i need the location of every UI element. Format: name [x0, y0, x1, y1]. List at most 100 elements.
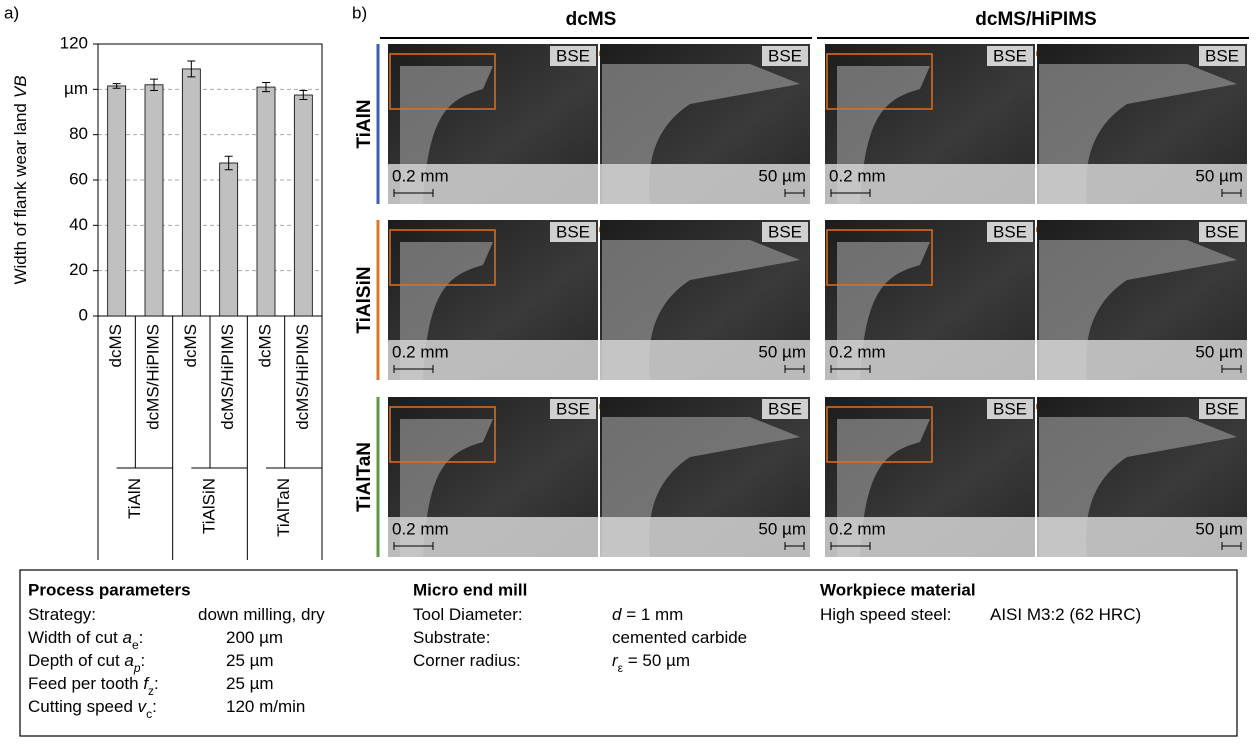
- row-label: TiAlN: [354, 99, 375, 148]
- detector-label: BSE: [993, 399, 1027, 418]
- section-title: Workpiece material: [820, 580, 976, 599]
- text-run: :: [152, 697, 157, 716]
- detector-label: BSE: [993, 222, 1027, 241]
- x-tick-label: dcMS/HiPIMS: [143, 324, 162, 430]
- detector-label: BSE: [556, 222, 590, 241]
- text-run: Depth of cut: [28, 651, 124, 670]
- text-run: a: [122, 628, 131, 647]
- text-run: Tool Diameter:: [413, 605, 523, 624]
- text-run: High speed steel:: [820, 605, 951, 624]
- y-tick-label: 20: [69, 260, 88, 279]
- text-run: = 50 µm: [623, 651, 690, 670]
- y-tick-label: 120: [60, 33, 88, 52]
- parameter-label: Substrate:: [413, 628, 491, 647]
- parameter-value: 120 m/min: [226, 697, 305, 716]
- figure: a) 0 20 40 60 80 µm 120 Width of flank wear lan…: [0, 0, 1257, 744]
- scale-label: 0.2 mm: [392, 342, 449, 361]
- scale-label: 50 µm: [1195, 342, 1243, 361]
- detector-label: BSE: [556, 46, 590, 65]
- parameter-label: Feed per tooth fz:: [28, 674, 159, 698]
- text-run: 200 µm: [226, 628, 283, 647]
- parameter-label: Strategy:: [28, 605, 96, 624]
- y-tick-label: 60: [69, 169, 88, 188]
- text-run: = 1 mm: [621, 605, 683, 624]
- detector-label: BSE: [1205, 399, 1239, 418]
- scale-label: 0.2 mm: [392, 166, 449, 185]
- y-axis-label-text: Width of flank wear land: [11, 103, 30, 284]
- y-tick-label: 80: [69, 124, 88, 143]
- bar: [220, 163, 238, 316]
- group-label: TiAlN: [125, 478, 144, 519]
- x-tick-label: dcMS/HiPIMS: [218, 324, 237, 430]
- text-run: AISI M3:2 (62 HRC): [990, 605, 1141, 624]
- parameter-value: 25 µm: [226, 651, 274, 670]
- parameter-label: Depth of cut ap:: [28, 651, 145, 675]
- parameter-value: 25 µm: [226, 674, 274, 693]
- text-run: down milling, dry: [198, 605, 325, 624]
- parameter-value: down milling, dry: [198, 605, 325, 624]
- group-label: TiAlSiN: [199, 478, 218, 534]
- detector-label: BSE: [993, 46, 1027, 65]
- detector-label: BSE: [1205, 222, 1239, 241]
- text-run: Corner radius:: [413, 651, 521, 670]
- x-tick-label: dcMS/HiPIMS: [293, 324, 312, 430]
- x-tick-label: dcMS: [106, 324, 125, 367]
- text-run: cemented carbide: [612, 628, 747, 647]
- parameter-value: cemented carbide: [612, 628, 747, 647]
- scale-label: 50 µm: [758, 519, 806, 538]
- parameter-value: AISI M3:2 (62 HRC): [990, 605, 1141, 624]
- parameter-value: rε = 50 µm: [612, 651, 690, 675]
- text-run: Cutting speed: [28, 697, 138, 716]
- parameter-label: Tool Diameter:: [413, 605, 523, 624]
- text-run: a: [124, 651, 133, 670]
- text-run: 25 µm: [226, 651, 274, 670]
- y-axis-label: Width of flank wear land VB: [11, 75, 30, 284]
- bar: [257, 87, 275, 316]
- parameter-label: Corner radius:: [413, 651, 521, 670]
- parameter-value: 200 µm: [226, 628, 283, 647]
- section-title: Micro end mill: [413, 580, 527, 599]
- scale-label: 0.2 mm: [829, 342, 886, 361]
- text-run: :: [139, 628, 144, 647]
- column-header: dcMS: [566, 9, 617, 30]
- detector-label: BSE: [1205, 46, 1239, 65]
- text-run: Feed per tooth: [28, 674, 143, 693]
- text-run: 120 m/min: [226, 697, 305, 716]
- text-run: :: [154, 674, 159, 693]
- detector-label: BSE: [768, 46, 802, 65]
- y-axis-label-symbol: VB: [11, 75, 30, 98]
- text-run: Strategy:: [28, 605, 96, 624]
- scale-label: 0.2 mm: [392, 519, 449, 538]
- bar: [182, 69, 200, 316]
- x-tick-label: dcMS: [255, 324, 274, 367]
- bar: [108, 86, 126, 316]
- text-run: :: [141, 651, 146, 670]
- scale-label: 50 µm: [758, 166, 806, 185]
- y-tick-label: µm: [64, 79, 88, 98]
- column-header: dcMS/HiPIMS: [975, 9, 1096, 30]
- text-run: Substrate:: [413, 628, 491, 647]
- scale-label: 50 µm: [758, 342, 806, 361]
- parameter-label: Cutting speed vc:: [28, 697, 157, 721]
- row-label: TiAlTaN: [354, 442, 375, 512]
- group-label: TiAlTaN: [274, 478, 293, 537]
- parameter-label: High speed steel:: [820, 605, 951, 624]
- bar: [145, 85, 163, 316]
- scale-label: 50 µm: [1195, 166, 1243, 185]
- y-tick-label: 0: [79, 305, 88, 324]
- scale-label: 50 µm: [1195, 519, 1243, 538]
- text-run: 25 µm: [226, 674, 274, 693]
- parameter-value: d = 1 mm: [612, 605, 683, 624]
- panel-label: b): [352, 3, 367, 22]
- y-tick-label: 40: [69, 215, 88, 234]
- bar: [294, 95, 312, 316]
- detector-label: BSE: [768, 222, 802, 241]
- panel-label: a): [4, 3, 19, 22]
- scale-label: 0.2 mm: [829, 519, 886, 538]
- row-label: TiAlSiN: [354, 266, 375, 333]
- x-tick-label: dcMS: [181, 324, 200, 367]
- text-run: Width of cut: [28, 628, 122, 647]
- parameter-label: Width of cut ae:: [28, 628, 143, 652]
- detector-label: BSE: [556, 399, 590, 418]
- section-title: Process parameters: [28, 580, 191, 599]
